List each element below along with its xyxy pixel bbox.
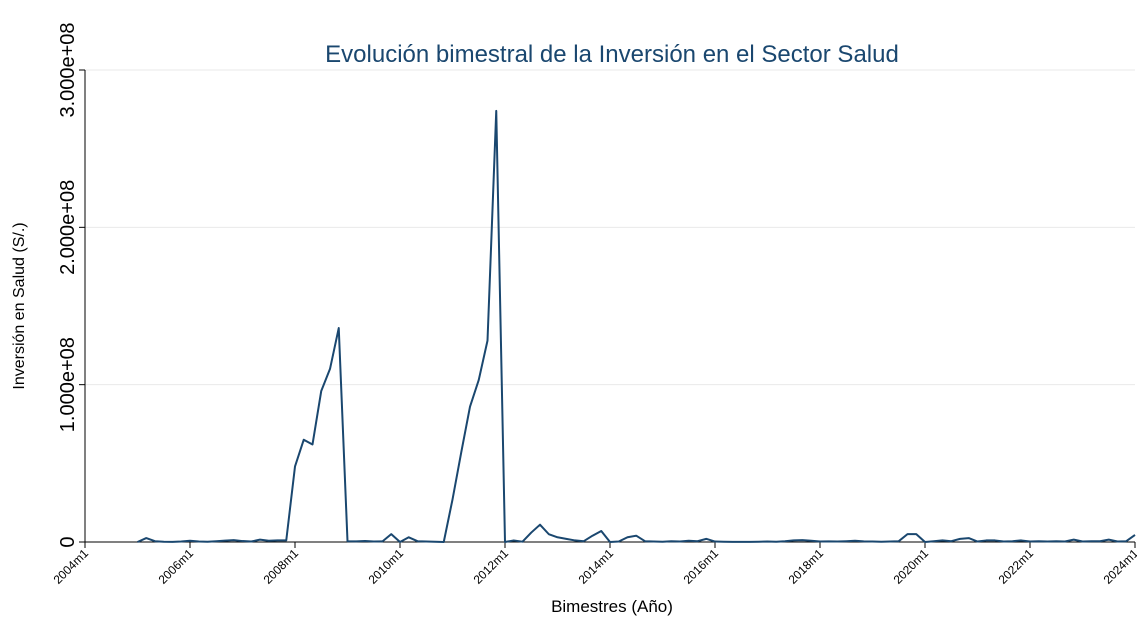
y-tick-label: 3.000e+08: [57, 22, 79, 117]
y-tick-label: 0: [57, 536, 79, 547]
y-axis-label: Inversión en Salud (S/.): [11, 222, 28, 389]
x-axis-label: Bimestres (Año): [551, 597, 673, 616]
y-tick-label: 1.000e+08: [57, 337, 79, 432]
chart-title: Evolución bimestral de la Inversión en e…: [325, 41, 899, 68]
y-tick-label: 2.000e+08: [57, 180, 79, 275]
data-line: [137, 109, 1136, 543]
